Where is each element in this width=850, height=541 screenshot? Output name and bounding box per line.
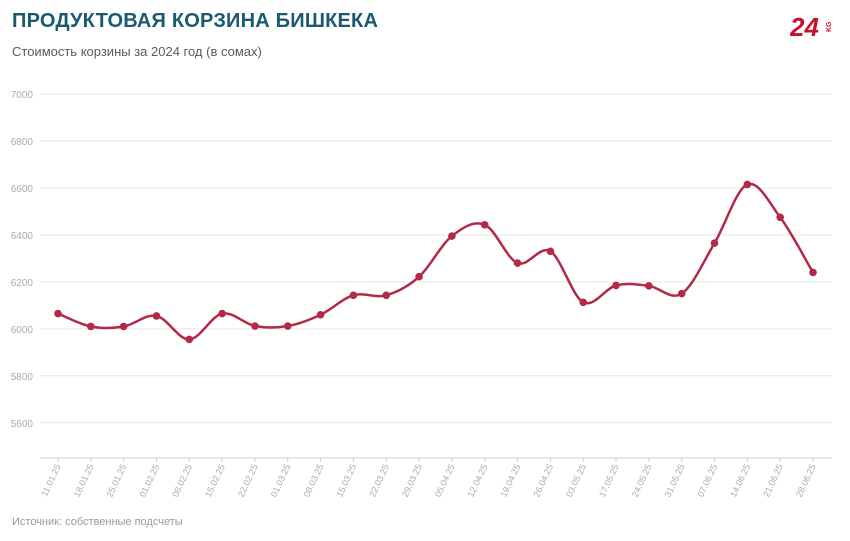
data-point[interactable]: 15.03.25: 6143 [349,291,358,300]
x-tick-label: 15.03.25 [334,463,358,499]
logo-number: 24 [790,12,819,42]
data-point[interactable]: 08.03.25: 6060 [316,310,325,319]
data-point[interactable]: 22.03.25: 6143 [382,291,391,300]
x-tick-label: 29.03.25 [400,463,424,499]
x-tick-label: 08.03.25 [302,463,326,499]
x-tick-label: 05.04.25 [433,463,457,499]
chart-title: ПРОДУКТОВАЯ КОРЗИНА БИШКЕКА [12,10,379,32]
brand-logo: 24 KG [790,12,833,42]
x-tick-label: 19.04.25 [499,463,523,499]
x-tick-label: 26.04.25 [531,463,555,499]
data-point[interactable]: 18.01.25: 6010 [87,322,95,331]
x-tick-label: 14.06.25 [728,463,752,499]
y-tick-label: 6800 [11,137,34,148]
x-tick-label: 03.05.25 [564,463,588,499]
x-tick-label: 22.02.25 [236,463,260,499]
y-tick-label: 5600 [11,419,34,430]
y-tick-label: 6200 [11,278,34,289]
data-point[interactable]: 12.04.25: 6443 [480,221,489,229]
data-point[interactable]: 05.04.25: 6395 [448,232,456,240]
x-tick-label: 18.01.25 [72,463,96,499]
data-point[interactable]: 31.05.25: 6150 [677,289,686,298]
series-line [56,182,815,341]
x-tick-label: 01.03.25 [269,463,293,499]
data-point[interactable]: 03.05.25: 6113 [579,298,588,307]
y-tick-label: 6000 [11,325,34,336]
data-point[interactable]: 08.02.25: 5955 [185,335,194,344]
y-tick-label: 5800 [11,372,34,383]
y-tick-label: 6600 [11,184,34,195]
x-tick-label: 25.01.25 [105,463,129,499]
data-point[interactable]: 19.04.25: 6280 [513,259,522,267]
x-tick-label: 15.02.25 [203,463,227,499]
x-tick-label: 17.05.25 [597,463,621,499]
x-tick-label: 21.06.25 [761,463,785,499]
series-points: 11.01.25: 6065 18.01.25: 6010 25.01.25: 60… [54,180,817,344]
logo-suffix: KG [826,21,833,32]
x-tick-label: 07.06.25 [695,463,719,499]
x-tick-label: 01.02.25 [137,463,161,499]
data-point[interactable]: 01.02.25: 6055 [152,312,161,320]
grid-layer [40,93,832,459]
data-point[interactable]: 22.02.25: 6012 [251,322,259,330]
data-point[interactable]: 24.05.25: 6183 [645,282,653,290]
x-tick-label: 08.02.25 [170,463,194,499]
chart-subtitle: Стоимость корзины за 2024 год (в сомах) [12,44,262,59]
data-point[interactable]: 28.06.25: 6240 [809,268,817,277]
x-tick-label: 31.05.25 [663,463,687,499]
data-point[interactable]: 11.01.25: 6065 [54,309,62,318]
y-tick-label: 6400 [11,231,34,242]
x-tick-label: 28.06.25 [794,463,818,499]
x-tick-label: 24.05.25 [630,463,654,499]
data-point[interactable]: 21.06.25: 6475 [776,213,784,222]
data-point[interactable]: 25.01.25: 6010 [119,322,128,331]
x-tick-label: 22.03.25 [367,463,391,499]
x-axis-ticks: 11.01.25 18.01.25 25.01.25 01.02.25 08.02.25… [39,458,818,499]
data-point[interactable]: 26.04.25: 6330 [546,247,555,256]
data-point[interactable]: 14.06.25: 6615 [743,180,752,189]
data-point[interactable]: 15.02.25: 6065 [218,309,226,318]
data-point[interactable]: 17.05.25: 6185 [612,281,620,290]
data-point[interactable]: 01.03.25: 6012 [283,322,292,330]
y-axis-ticks: 5600 5800 6000 6200 6400 6600 6800 7000 [11,90,34,430]
x-tick-label: 11.01.25 [39,463,63,498]
data-point[interactable]: 29.03.25: 6222 [415,272,423,281]
y-tick-label: 7000 [11,90,34,101]
data-point[interactable]: 07.06.25: 6365 [710,239,719,247]
x-tick-label: 12.04.25 [466,463,490,499]
source-note: Источник: собственные подсчеты [12,516,183,528]
